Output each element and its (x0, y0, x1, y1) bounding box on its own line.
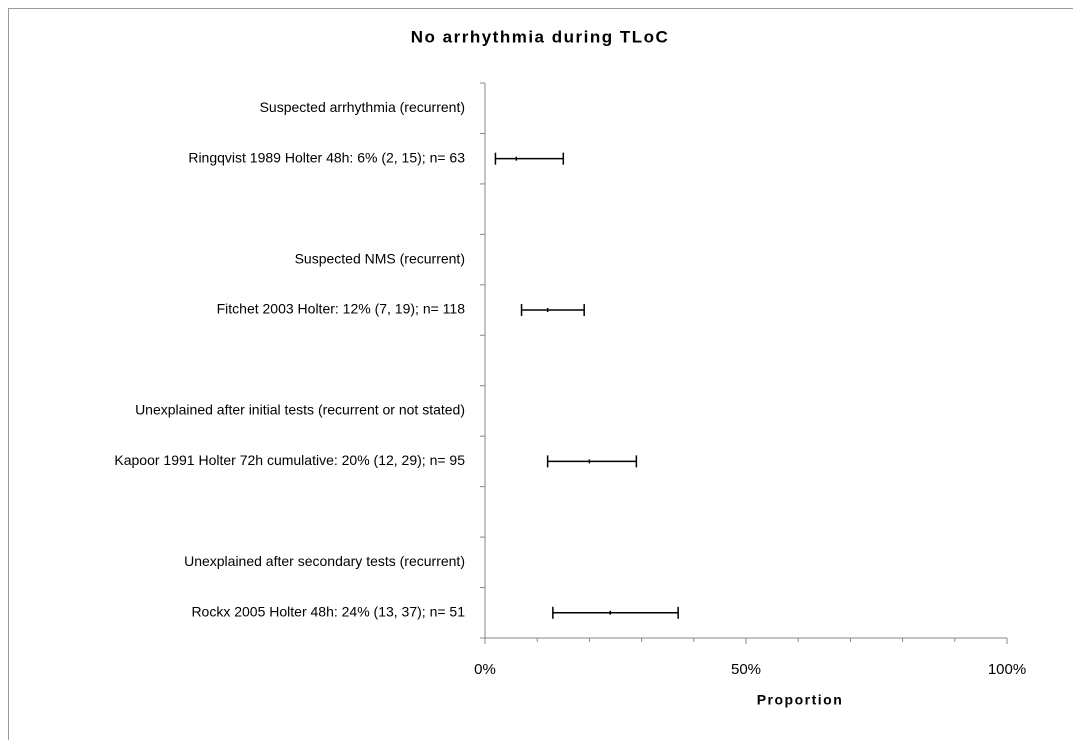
category-label: Suspected arrhythmia (recurrent) (260, 99, 465, 115)
category-label: Unexplained after secondary tests (recur… (184, 553, 465, 569)
x-tick-label: 100% (988, 661, 1026, 678)
category-label: Ringqvist 1989 Holter 48h: 6% (2, 15); n… (188, 149, 465, 165)
category-label: Suspected NMS (recurrent) (295, 250, 465, 266)
x-tick-label: 50% (731, 661, 761, 678)
x-tick-label: 0% (474, 661, 496, 678)
category-label: Fitchet 2003 Holter: 12% (7, 19); n= 118 (217, 301, 466, 317)
category-label: Rockx 2005 Holter 48h: 24% (13, 37); n= … (191, 603, 465, 619)
category-label: Kapoor 1991 Holter 72h cumulative: 20% (… (114, 452, 465, 468)
category-label: Unexplained after initial tests (recurre… (135, 402, 465, 418)
chart-frame (8, 8, 1073, 740)
x-axis-title: Proportion (757, 692, 844, 708)
chart-title: No arrhythmia during TLoC (411, 27, 670, 46)
